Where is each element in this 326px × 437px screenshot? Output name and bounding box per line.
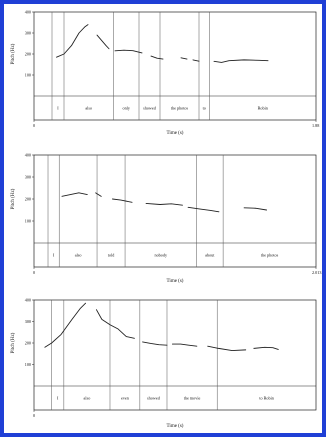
- y-tick-label: 200: [25, 341, 31, 346]
- x-axis-title: Time (s): [167, 131, 184, 136]
- pitch-contour-segment: [243, 207, 267, 211]
- pitch-contour-segment: [180, 57, 188, 60]
- pitch-contour-segment: [171, 343, 198, 347]
- segment-label: told: [108, 253, 115, 258]
- y-tick-label: 100: [25, 73, 31, 78]
- pitch-contour-segment: [114, 49, 143, 54]
- segment-label: only: [123, 106, 131, 111]
- x-tick-label: 0: [33, 270, 35, 275]
- y-tick-label: 300: [25, 175, 31, 180]
- x-axis-title: Time (s): [167, 279, 184, 284]
- pitch-contour-segment: [56, 24, 89, 58]
- y-axis-title: Pitch (Hz): [11, 43, 16, 64]
- segment-label: also: [75, 253, 82, 258]
- pitch-contour-segment: [145, 202, 183, 206]
- pitch-contour-segment: [95, 192, 102, 197]
- segment-label: showed: [143, 106, 157, 111]
- x-tick-label: 2.013: [312, 270, 321, 275]
- y-tick-label: 400: [25, 10, 31, 15]
- segment-label: about: [205, 253, 215, 258]
- y-axis-title: Pitch (Hz): [11, 332, 16, 353]
- pitch-contour-segment: [95, 309, 135, 339]
- pitch-contour-segment: [44, 302, 87, 348]
- pitch-contour-segment: [213, 59, 269, 63]
- segment-label: nobody: [154, 253, 167, 258]
- segment-label: the photos: [261, 253, 279, 258]
- y-tick-label: 200: [25, 197, 31, 202]
- segment-label: the movie: [184, 396, 201, 401]
- segment-label: also: [84, 396, 91, 401]
- pitch-contour-segment: [187, 206, 220, 213]
- pitch-contour-segment: [142, 341, 168, 346]
- plot-frame: [33, 154, 317, 268]
- x-tick-label: 0: [33, 413, 35, 418]
- segment-label: showed: [147, 396, 161, 401]
- segment-label: the photos: [171, 106, 189, 111]
- pitch-contour-segment: [112, 198, 133, 203]
- y-tick-label: 300: [25, 31, 31, 36]
- segment-label: I: [53, 253, 55, 258]
- pitch-contour-segment: [192, 59, 200, 62]
- pitch-contour-segment: [61, 192, 88, 197]
- plot-frame: [33, 299, 317, 411]
- x-tick-label: 0: [33, 123, 35, 128]
- segment-label: I: [57, 396, 59, 401]
- plot-frame: [33, 11, 317, 121]
- x-tick-label: 1.88: [312, 123, 319, 128]
- pitch-contour-segment: [207, 345, 247, 351]
- segment-label: I: [57, 106, 59, 111]
- pitch-contour-segment: [150, 55, 164, 60]
- x-axis-title: Time (s): [167, 424, 184, 429]
- y-tick-label: 200: [25, 52, 31, 57]
- segment-label: Robin: [258, 106, 269, 111]
- y-tick-label: 100: [25, 362, 31, 367]
- segment-label: also: [85, 106, 92, 111]
- y-tick-label: 400: [25, 153, 31, 158]
- pitch-contour-segment: [96, 34, 110, 50]
- y-axis-title: Pitch (Hz): [11, 188, 16, 209]
- y-tick-label: 300: [25, 319, 31, 324]
- pitch-contour-segment: [253, 346, 279, 350]
- segment-label: even: [121, 396, 130, 401]
- segment-label: to Robin: [259, 396, 274, 401]
- segment-label: to: [203, 106, 206, 111]
- y-tick-label: 100: [25, 219, 31, 224]
- y-tick-label: 400: [25, 298, 31, 303]
